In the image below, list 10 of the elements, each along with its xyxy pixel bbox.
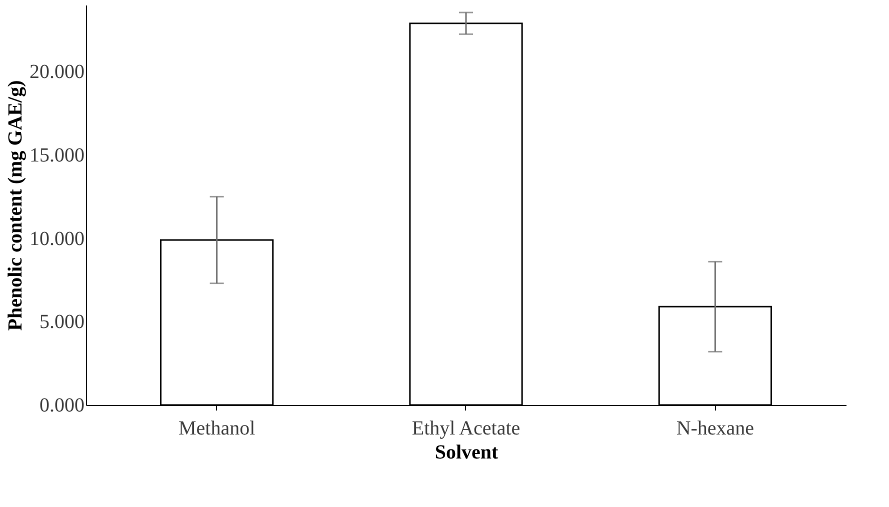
y-tick-label: 15.000: [30, 144, 84, 166]
y-tick-label: 0.000: [40, 394, 84, 416]
x-tick-label: N-hexane: [676, 418, 754, 440]
x-tick-label: Methanol: [178, 418, 256, 440]
x-tick-label: Ethyl Acetate: [412, 418, 520, 440]
x-axis-title: Solvent: [434, 442, 499, 464]
y-tick-label: 10.000: [30, 228, 84, 250]
y-tick-label: 5.000: [40, 311, 84, 334]
y-axis-title: Phenolic content (mg GAE/g): [4, 80, 26, 331]
y-tick-label: 20.000: [30, 61, 84, 84]
